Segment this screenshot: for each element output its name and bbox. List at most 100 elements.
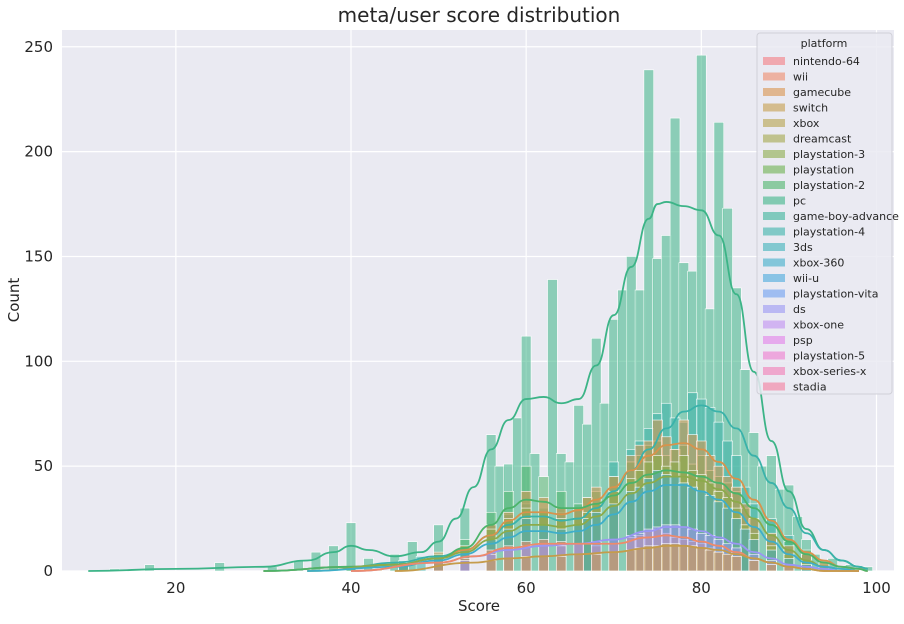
legend-label-ds: ds (793, 303, 806, 316)
legend-label-pc: pc (793, 195, 806, 208)
legend-label-stadia: stadia (793, 381, 827, 394)
bar (547, 279, 558, 572)
legend-label-dreamcast: dreamcast (793, 133, 852, 146)
legend-swatch-switch (763, 103, 785, 112)
legend-swatch-xbox (763, 119, 785, 127)
legend-swatch-playstation-4 (763, 227, 785, 236)
legend-label-playstation: playstation (793, 164, 854, 177)
legend-label-playstation-vita: playstation-vita (793, 288, 878, 301)
y-tick-label: 250 (24, 38, 53, 56)
kde-line-ds (351, 526, 859, 572)
legend-label-xbox-360: xbox-360 (793, 257, 844, 270)
legend-title: platform (801, 37, 848, 50)
bar (678, 545, 690, 572)
y-tick-label: 0 (43, 562, 53, 580)
legend-swatch-pc (763, 196, 785, 205)
bar (748, 560, 760, 572)
legend-label-xbox: xbox (793, 117, 820, 130)
legend-swatch-dreamcast (763, 134, 785, 143)
kde-line-pc (88, 201, 868, 572)
legend-swatch-xbox-360 (763, 258, 785, 267)
legend-swatch-gamecube (763, 88, 785, 96)
legend-swatch-wii (763, 72, 785, 81)
legend-entries: nintendo-64 wii gamecube switch xbox dreamcas… (763, 55, 899, 394)
legend-label-playstation-5: playstation-5 (793, 350, 865, 363)
legend-label-wii-u: wii-u (793, 272, 819, 285)
bar (669, 543, 681, 572)
y-tick-label: 100 (24, 352, 53, 370)
legend-swatch-playstation (763, 165, 785, 174)
legend-swatch-xbox-one (763, 320, 785, 329)
legend-swatch-playstation-5 (763, 351, 785, 360)
legend-label-xbox-series-x: xbox-series-x (793, 365, 867, 378)
x-tick-label: 40 (341, 579, 360, 597)
legend: platform nintendo-64 wii gamecube switch xbo… (756, 32, 899, 395)
grid-lines (62, 30, 894, 572)
legend-label-playstation-4: playstation-4 (793, 226, 865, 239)
bar (494, 465, 506, 572)
bar (503, 558, 514, 572)
legend-box (756, 32, 893, 395)
y-tick-label: 50 (34, 457, 53, 475)
bar (634, 547, 646, 572)
y-axis-label: Count (5, 278, 23, 323)
bar (599, 402, 611, 572)
x-tick-label: 80 (692, 579, 711, 597)
bar-series-switch (485, 543, 795, 572)
bar (591, 553, 602, 572)
bar (661, 543, 672, 572)
legend-swatch-stadia (763, 382, 785, 391)
x-tick-labels: 20 40 60 80 100 (166, 579, 890, 597)
legend-swatch-nintendo-64 (763, 57, 785, 65)
bar (713, 551, 725, 572)
y-tick-label: 150 (24, 247, 53, 265)
legend-swatch-psp (763, 336, 785, 344)
bar (652, 545, 663, 572)
legend-label-gamecube: gamecube (793, 86, 851, 99)
bar (520, 556, 532, 572)
y-tick-labels: 0 50 100 150 200 250 (24, 38, 53, 580)
bar (617, 289, 628, 572)
x-tick-label: 100 (862, 579, 891, 597)
legend-swatch-playstation-vita (763, 289, 785, 298)
kde-line-switch (394, 544, 859, 572)
bar (538, 556, 549, 572)
legend-swatch-xbox-series-x (763, 367, 785, 375)
bar (643, 545, 654, 572)
kde-line-xbox-360 (307, 484, 859, 572)
legend-swatch-3ds (763, 243, 785, 251)
bar (687, 545, 698, 572)
kde-curves (88, 201, 868, 572)
chart-title: meta/user score distribution (338, 3, 621, 27)
legend-label-playstation-3: playstation-3 (793, 148, 865, 161)
legend-swatch-wii-u (763, 274, 785, 282)
kde-line-playstation-2 (263, 469, 868, 572)
x-tick-label: 60 (517, 579, 536, 597)
legend-swatch-ds (763, 305, 785, 313)
kde-line-gamecube (263, 442, 868, 572)
bar (766, 564, 777, 572)
bar (555, 556, 567, 572)
bar (722, 553, 733, 572)
legend-label-psp: psp (793, 334, 813, 347)
legend-swatch-game-boy-advance (763, 212, 785, 220)
legend-label-playstation-2: playstation-2 (793, 179, 865, 192)
bar (696, 547, 707, 572)
legend-swatch-playstation-3 (763, 150, 785, 158)
legend-label-wii: wii (793, 71, 808, 84)
x-axis-label: Score (458, 597, 500, 615)
x-tick-label: 20 (166, 579, 185, 597)
bar (573, 553, 584, 572)
kde-line-playstation-3 (307, 475, 859, 572)
legend-label-nintendo-64: nintendo-64 (793, 55, 860, 68)
legend-label-xbox-one: xbox-one (793, 319, 844, 332)
legend-swatch-playstation-2 (763, 181, 785, 189)
bar (407, 541, 418, 572)
bar (459, 560, 471, 572)
bar (731, 556, 742, 572)
legend-label-game-boy-advance: game-boy-advance (793, 210, 899, 223)
bar (704, 549, 716, 572)
histogram-bars (109, 54, 873, 572)
